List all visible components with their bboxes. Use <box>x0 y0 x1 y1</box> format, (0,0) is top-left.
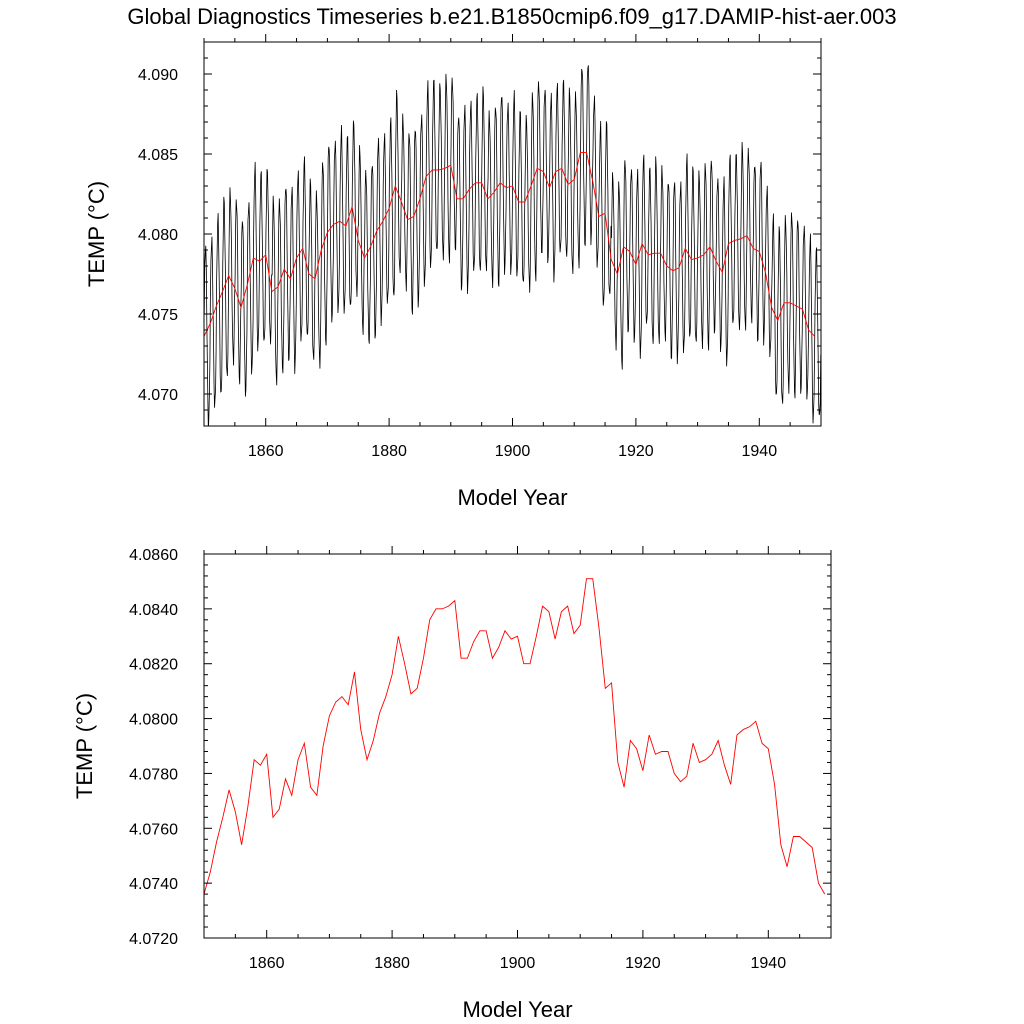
top-panel-monthly-series-line <box>204 65 821 426</box>
bottom-panel-y-tick-label: 4.0740 <box>129 876 178 893</box>
top-panel-ticks: 1860 1880 1900 1920 1940 4.070 4.075 4.080 4.085… <box>138 34 822 460</box>
bottom-panel-x-tick-label: 1900 <box>500 955 536 972</box>
bottom-panel-y-axis-label: TEMP (°C) <box>72 693 97 799</box>
top-panel-y-tick-label: 4.090 <box>138 67 178 84</box>
bottom-panel-frame <box>203 553 832 939</box>
bottom-panel-ticks: 1860 1880 1900 1920 1940 4.0720 4.0740 4.0760 4.… <box>129 546 832 972</box>
top-panel-x-tick-label: 1920 <box>618 443 654 460</box>
top-panel-y-tick-label: 4.075 <box>138 307 178 324</box>
bottom-panel-y-tick-label: 4.0780 <box>129 766 178 783</box>
figure-title: Global Diagnostics Timeseries b.e21.B185… <box>127 4 896 29</box>
bottom-panel-y-tick-label: 4.0820 <box>129 657 178 674</box>
bottom-panel: 1860 1880 1900 1920 1940 4.0720 4.0740 4.0760 4.… <box>72 546 832 1022</box>
bottom-panel-y-tick-label: 4.0860 <box>129 547 178 564</box>
top-panel-x-tick-label: 1860 <box>248 443 284 460</box>
bottom-panel-annual-series-line <box>204 578 826 895</box>
top-panel-y-tick-label: 4.080 <box>138 227 178 244</box>
bottom-panel-x-tick-label: 1940 <box>751 955 787 972</box>
top-panel: 1860 1880 1900 1920 1940 4.070 4.075 4.080 4.085… <box>84 34 822 510</box>
top-panel-x-axis-label: Model Year <box>457 485 567 510</box>
bottom-panel-x-tick-label: 1920 <box>625 955 661 972</box>
top-panel-x-tick-label: 1940 <box>742 443 778 460</box>
bottom-panel-x-tick-label: 1880 <box>374 955 410 972</box>
top-panel-y-tick-label: 4.070 <box>138 387 178 404</box>
top-panel-x-tick-label: 1880 <box>371 443 407 460</box>
top-panel-x-tick-label: 1900 <box>495 443 531 460</box>
bottom-panel-y-tick-label: 4.0840 <box>129 602 178 619</box>
top-panel-annual-series-line <box>204 151 816 337</box>
bottom-panel-series <box>204 578 826 895</box>
top-panel-y-tick-label: 4.085 <box>138 147 178 164</box>
top-panel-series <box>204 65 821 426</box>
bottom-panel-x-axis-label: Model Year <box>462 997 572 1022</box>
bottom-panel-y-tick-label: 4.0760 <box>129 821 178 838</box>
bottom-panel-y-tick-label: 4.0800 <box>129 712 178 729</box>
bottom-panel-x-tick-label: 1860 <box>249 955 285 972</box>
top-panel-y-axis-label: TEMP (°C) <box>84 181 109 287</box>
bottom-panel-y-tick-label: 4.0720 <box>129 931 178 948</box>
